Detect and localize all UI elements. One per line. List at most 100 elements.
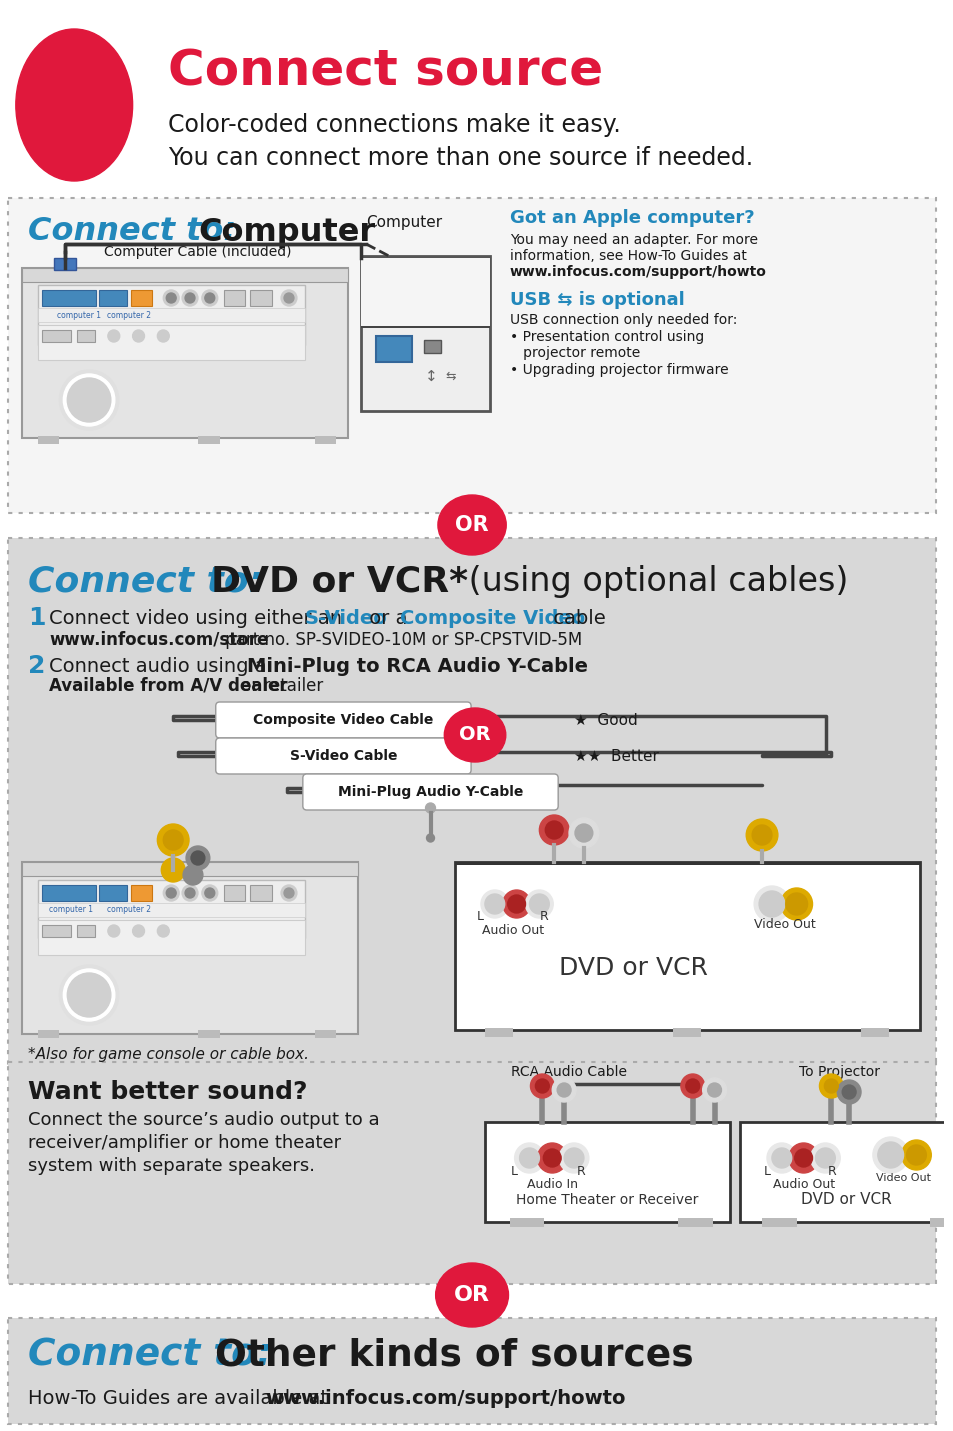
FancyBboxPatch shape [361, 326, 490, 328]
Text: Computer: Computer [366, 215, 442, 229]
Text: Audio Out: Audio Out [481, 923, 543, 936]
Text: 1: 1 [28, 605, 45, 630]
Circle shape [166, 889, 176, 899]
Text: Composite Video Cable: Composite Video Cable [253, 713, 434, 727]
FancyBboxPatch shape [99, 884, 127, 902]
Text: L: L [511, 1165, 517, 1178]
Circle shape [202, 884, 217, 902]
Circle shape [680, 1075, 704, 1098]
Text: Connect the source’s audio output to a: Connect the source’s audio output to a [28, 1110, 379, 1129]
Circle shape [183, 864, 203, 884]
Text: computer 2: computer 2 [107, 311, 151, 319]
FancyBboxPatch shape [215, 703, 471, 738]
Circle shape [545, 821, 562, 839]
Text: OR: OR [455, 515, 488, 535]
Text: Audio Out: Audio Out [772, 1179, 834, 1192]
FancyBboxPatch shape [361, 256, 490, 258]
Ellipse shape [16, 29, 132, 180]
Circle shape [59, 964, 118, 1025]
Text: R: R [827, 1165, 836, 1178]
Circle shape [63, 373, 114, 426]
FancyBboxPatch shape [42, 884, 96, 902]
FancyBboxPatch shape [8, 197, 935, 512]
Circle shape [284, 889, 294, 899]
Text: ↕: ↕ [425, 369, 437, 384]
FancyBboxPatch shape [37, 1030, 59, 1037]
FancyBboxPatch shape [672, 1027, 700, 1037]
Circle shape [281, 290, 296, 306]
Circle shape [552, 1078, 576, 1102]
FancyBboxPatch shape [361, 256, 490, 411]
FancyBboxPatch shape [223, 884, 245, 902]
Text: (using optional cables): (using optional cables) [457, 565, 848, 598]
Text: www.infocus.com/store: www.infocus.com/store [50, 631, 269, 650]
Circle shape [205, 889, 214, 899]
Text: Mini-Plug to RCA Audio Y-Cable: Mini-Plug to RCA Audio Y-Cable [247, 657, 588, 675]
Text: www.infocus.com/support/howto: www.infocus.com/support/howto [509, 265, 766, 279]
Circle shape [108, 331, 120, 342]
Circle shape [702, 1078, 725, 1102]
FancyBboxPatch shape [37, 920, 305, 954]
FancyBboxPatch shape [37, 285, 305, 345]
Circle shape [484, 894, 504, 914]
Text: Computer: Computer [197, 216, 375, 248]
Circle shape [823, 1079, 838, 1093]
Circle shape [771, 1148, 791, 1168]
Circle shape [810, 1143, 840, 1173]
Circle shape [163, 830, 183, 850]
Circle shape [161, 859, 185, 881]
Text: system with separate speakers.: system with separate speakers. [28, 1158, 314, 1175]
Text: You may need an adapter. For more: You may need an adapter. For more [509, 233, 757, 248]
Ellipse shape [437, 495, 506, 555]
FancyBboxPatch shape [42, 924, 71, 937]
Circle shape [537, 1143, 566, 1173]
Circle shape [59, 371, 118, 429]
Circle shape [166, 293, 176, 303]
Text: computer 2: computer 2 [107, 906, 151, 914]
Circle shape [425, 803, 435, 813]
Circle shape [819, 1075, 842, 1098]
Text: computer 1: computer 1 [57, 311, 101, 319]
Text: Other kinds of sources: Other kinds of sources [214, 1338, 693, 1374]
Circle shape [507, 894, 525, 913]
FancyBboxPatch shape [131, 290, 152, 306]
FancyBboxPatch shape [131, 884, 152, 902]
FancyBboxPatch shape [99, 290, 127, 306]
Text: Available from A/V dealer: Available from A/V dealer [50, 677, 288, 695]
Text: To Projector: To Projector [798, 1065, 879, 1079]
FancyBboxPatch shape [678, 1218, 712, 1226]
Circle shape [707, 1083, 720, 1098]
Circle shape [63, 969, 114, 1020]
Circle shape [68, 378, 111, 422]
Text: Connect audio using a: Connect audio using a [50, 657, 274, 675]
Circle shape [157, 824, 189, 856]
Circle shape [202, 290, 217, 306]
Circle shape [558, 1143, 588, 1173]
Text: or retailer: or retailer [235, 677, 322, 695]
FancyBboxPatch shape [509, 1218, 544, 1226]
Text: Connect video using either an: Connect video using either an [50, 608, 349, 628]
Circle shape [281, 884, 296, 902]
Text: You can connect more than one source if needed.: You can connect more than one source if … [168, 146, 753, 170]
Text: USB ⇆ is optional: USB ⇆ is optional [509, 290, 683, 309]
Circle shape [685, 1079, 699, 1093]
Text: *Also for game console or cable box.: *Also for game console or cable box. [28, 1047, 309, 1062]
Circle shape [530, 1075, 554, 1098]
Text: Video Out: Video Out [875, 1173, 930, 1183]
Circle shape [514, 1143, 544, 1173]
Text: DVD or VCR: DVD or VCR [558, 956, 707, 980]
Text: OR: OR [454, 1285, 490, 1305]
Text: L: L [762, 1165, 770, 1178]
FancyBboxPatch shape [929, 1218, 953, 1226]
FancyBboxPatch shape [215, 738, 471, 774]
Text: Want better sound?: Want better sound? [28, 1080, 307, 1103]
Text: or a: or a [363, 608, 414, 628]
Circle shape [753, 886, 789, 922]
FancyBboxPatch shape [42, 290, 96, 306]
Text: OR: OR [458, 726, 491, 744]
Text: Connect to:: Connect to: [28, 216, 247, 248]
FancyBboxPatch shape [37, 308, 305, 322]
Text: ★  Good: ★ Good [574, 713, 638, 727]
Circle shape [132, 331, 144, 342]
Circle shape [163, 290, 179, 306]
